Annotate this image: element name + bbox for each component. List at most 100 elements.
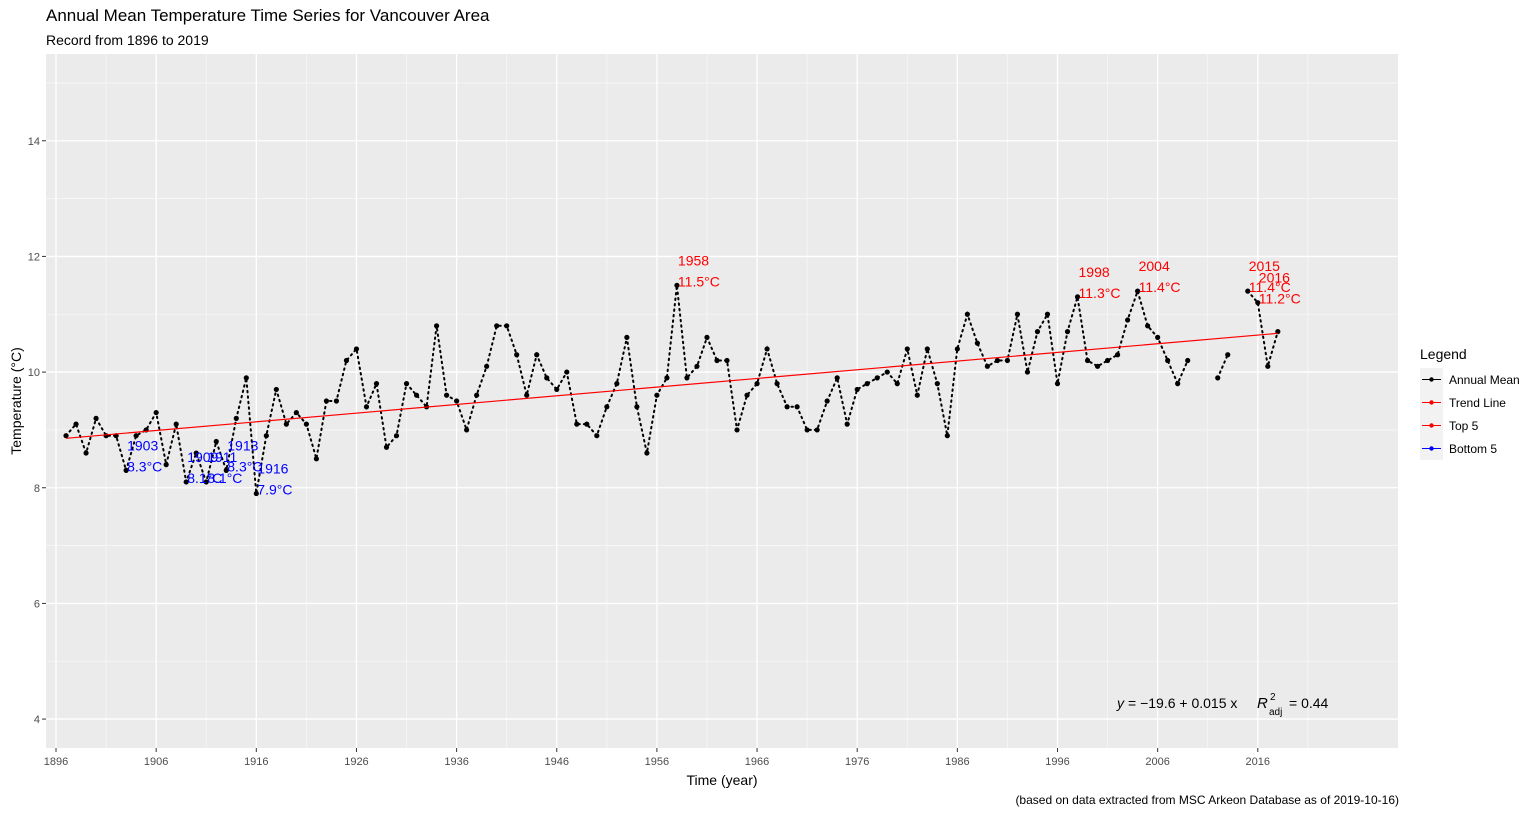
annual-mean-point [103, 433, 109, 439]
annual-mean-point [534, 352, 540, 358]
annual-mean-point [1004, 357, 1011, 364]
annual-mean-point [694, 363, 700, 369]
legend-label-bottom-5: Bottom 5 [1449, 441, 1498, 456]
annual-mean-point [974, 340, 980, 346]
annual-mean-point [1255, 300, 1261, 306]
trend-line [65, 332, 1278, 439]
regression-equation: y = −19.6 + 0.015 x R 2 adj = 0.44 [1116, 692, 1329, 718]
top-5-value-label: 11.4°C [1139, 279, 1181, 295]
annual-mean-point [514, 352, 520, 358]
annual-mean-point [133, 433, 139, 439]
legend-key-top-5 [1420, 414, 1443, 437]
annual-mean-point [73, 421, 79, 427]
annual-mean-point [784, 404, 790, 410]
top-5-year-label: 2004 [1139, 258, 1170, 274]
annual-mean-point [824, 398, 830, 404]
annual-mean-point [994, 357, 1001, 364]
bottom-5-value-label: 7.9°C [257, 482, 292, 498]
equation-y: y [1116, 695, 1125, 711]
annual-mean-point [504, 323, 510, 329]
annual-mean-point [413, 392, 420, 398]
y-tick-label: 8 [34, 483, 40, 495]
top-5-value-label: 11.5°C [678, 273, 720, 289]
x-axis-label: Time (year) [686, 772, 758, 788]
annual-mean-point [654, 392, 660, 398]
annual-mean-point [1084, 357, 1091, 364]
annual-mean-point [934, 381, 940, 387]
annual-mean-point [263, 433, 269, 439]
annual-mean-point [83, 450, 89, 456]
annual-mean-point [1165, 357, 1171, 364]
annual-mean-point [193, 450, 199, 456]
annual-mean-point [704, 334, 710, 340]
annual-mean-point [584, 421, 590, 427]
annual-mean-point [283, 421, 289, 427]
y-tick-label: 12 [28, 251, 40, 263]
annual-mean-point [1064, 329, 1071, 335]
annual-mean-point [624, 334, 630, 340]
legend-item-trend-line: Trend Line [1420, 391, 1520, 414]
equation-rhs: = −19.6 + 0.015 x [1128, 695, 1237, 711]
x-tick-label: 1996 [1045, 756, 1069, 768]
annual-mean-point [734, 427, 740, 433]
annual-mean-point [854, 386, 860, 393]
annual-mean-point [1114, 352, 1121, 358]
annual-mean-point [684, 375, 690, 381]
annual-mean-point [423, 404, 430, 410]
annual-mean-point [904, 346, 910, 352]
top-5-year-label: 1958 [678, 252, 709, 268]
annual-mean-point [373, 381, 380, 387]
annual-mean-point [844, 421, 850, 427]
annual-mean-point [1014, 311, 1021, 317]
annual-mean-point [1145, 323, 1151, 329]
minor-gridlines [46, 54, 1398, 748]
annual-mean-point [874, 375, 880, 381]
annual-mean-point [243, 375, 249, 381]
annual-mean-point [744, 392, 750, 398]
annual-mean-point [183, 479, 189, 485]
x-tick-label: 1946 [545, 756, 569, 768]
annual-mean-point [1054, 381, 1061, 387]
annual-mean-point [924, 346, 930, 352]
annual-mean-point [173, 421, 179, 427]
annual-mean-point [864, 381, 870, 387]
x-tick-label: 1956 [645, 756, 669, 768]
legend-key-bottom-5 [1420, 437, 1443, 460]
annual-mean-point [634, 404, 640, 410]
annual-mean-point [353, 346, 360, 352]
annual-mean-point [564, 369, 570, 375]
top-5-year-label: 2015 [1249, 258, 1280, 274]
annual-mean-point [544, 375, 550, 381]
y-tick-label: 4 [34, 714, 40, 726]
top-5-year-label: 1998 [1079, 264, 1110, 280]
annual-mean-line [1216, 353, 1229, 379]
y-tick-label: 14 [28, 136, 40, 148]
top-5-year-label: 2016 [1259, 270, 1290, 286]
legend-item-top-5: Top 5 [1420, 414, 1520, 437]
annual-mean-point [1245, 288, 1251, 294]
bottom-5-year-label: 1903 [127, 437, 158, 453]
annual-mean-point [894, 381, 900, 387]
annual-mean-point [1175, 381, 1181, 387]
annual-mean-point [153, 409, 159, 416]
annual-mean-point [884, 369, 890, 375]
top-5-value-label: 11.2°C [1259, 291, 1301, 307]
legend-label-top-5: Top 5 [1449, 418, 1479, 433]
legend-title: Legend [1420, 346, 1467, 362]
major-gridlines [46, 54, 1398, 748]
annual-mean-point [914, 392, 920, 398]
legend-item-bottom-5: Bottom 5 [1420, 437, 1520, 460]
annual-mean-point [163, 462, 169, 468]
annual-mean-point [1125, 317, 1131, 323]
plot-panel [46, 54, 1398, 748]
annual-mean-point [213, 438, 219, 445]
annual-mean-point [123, 467, 129, 473]
annual-mean-point [724, 357, 730, 364]
annual-mean-point [443, 392, 450, 398]
annual-mean-point [233, 415, 239, 421]
annual-mean-line [1246, 290, 1279, 367]
annual-mean-point [203, 479, 209, 485]
annual-mean-point [954, 346, 960, 352]
legend-label-trend-line: Trend Line [1449, 395, 1506, 410]
